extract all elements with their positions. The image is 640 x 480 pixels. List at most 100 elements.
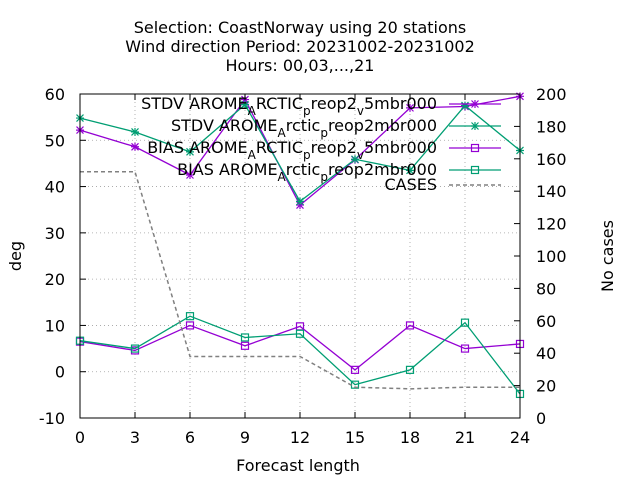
series-line xyxy=(79,324,521,371)
y2-tick-label: 40 xyxy=(536,344,556,363)
y-tick-label: 60 xyxy=(45,85,65,104)
legend-marker xyxy=(470,165,480,175)
legend-label-text: RCTIC xyxy=(256,94,303,113)
x-tick-label: 9 xyxy=(240,428,250,447)
data-point xyxy=(131,127,139,136)
series-3 xyxy=(75,312,525,399)
legend-label-base: STDV AROME xyxy=(141,94,248,113)
legend-label-text: rctic xyxy=(286,160,321,179)
legend-entry-0: STDV AROMEARCTICpreop2v5mbr000 xyxy=(141,94,501,118)
legend-label-text: 5mbr000 xyxy=(364,138,437,157)
legend-label-base: BIAS AROME xyxy=(147,138,247,157)
legend-label-subscript: A xyxy=(278,170,287,184)
x-tick-label: 21 xyxy=(455,428,475,447)
legend-marker xyxy=(470,143,480,153)
legend-label: STDV AROMEARCTICpreop2v5mbr000 xyxy=(141,94,437,118)
ticks: 0 3 6 9 12 15 18 21 24 -10 0 10 20 30 40 50 60 0 20 40 60 80 1… xyxy=(39,85,567,447)
grid xyxy=(80,94,520,418)
legend-label-text: reop2mbr000 xyxy=(328,116,437,135)
y2-tick-label: 160 xyxy=(536,150,567,169)
x-tick-label: 15 xyxy=(345,428,365,447)
data-point xyxy=(405,365,415,374)
data-point xyxy=(350,365,360,374)
y2-tick-label: 20 xyxy=(536,377,556,396)
data-point xyxy=(296,197,304,206)
legend-entry-4: CASES xyxy=(384,175,501,194)
data-point xyxy=(295,329,305,338)
legend-label: CASES xyxy=(384,175,437,194)
data-point xyxy=(240,341,250,350)
legend-label-text: 5mbr000 xyxy=(364,94,437,113)
legend-entry-1: STDV AROMEArcticpreop2mbr000 xyxy=(171,116,501,140)
legend-label-base: BIAS AROME xyxy=(177,160,277,179)
y2-tick-label: 60 xyxy=(536,312,556,331)
y2-tick-label: 80 xyxy=(536,279,556,298)
legend-label: STDV AROMEArcticpreop2mbr000 xyxy=(171,116,437,140)
legend-label-text: reop2mbr000 xyxy=(328,160,437,179)
x-tick-label: 0 xyxy=(75,428,85,447)
series-4 xyxy=(80,171,520,390)
y-tick-label: -10 xyxy=(39,409,65,428)
y2-tick-label: 180 xyxy=(536,117,567,136)
y-tick-label: 40 xyxy=(45,178,65,197)
y-tick-label: 0 xyxy=(55,363,65,382)
data-point xyxy=(185,312,195,321)
legend-label-text: reop2 xyxy=(311,94,357,113)
y2-tick-label: 120 xyxy=(536,215,567,234)
y2-tick-label: 140 xyxy=(536,182,567,201)
legend-entry-2: BIAS AROMEARCTICpreop2v5mbr000 xyxy=(147,138,501,162)
data-point xyxy=(461,101,469,110)
legend-label-text: RCTIC xyxy=(256,138,303,157)
series-line xyxy=(80,171,520,390)
y-tick-label: 50 xyxy=(45,131,65,150)
x-tick-label: 18 xyxy=(400,428,420,447)
legend-label-base: CASES xyxy=(384,175,437,194)
legend-label-subscript: A xyxy=(248,104,257,118)
series-layer xyxy=(75,92,525,399)
legend-label-text: rctic xyxy=(286,116,321,135)
legend-label: BIAS AROMEArcticpreop2mbr000 xyxy=(177,160,437,184)
data-point xyxy=(185,321,195,330)
y-axis-label: deg xyxy=(6,241,25,271)
legend-marker xyxy=(471,100,479,108)
x-tick-label: 12 xyxy=(290,428,310,447)
title-line-1: Selection: CoastNorway using 20 stations xyxy=(134,18,467,37)
legend-label: BIAS AROMEARCTICpreop2v5mbr000 xyxy=(147,138,437,162)
y2-tick-label: 0 xyxy=(536,409,546,428)
data-point xyxy=(406,166,414,175)
data-point xyxy=(186,171,194,179)
data-point xyxy=(406,103,414,112)
x-axis-label: Forecast length xyxy=(236,456,360,475)
y2-axis-label: No cases xyxy=(598,220,617,292)
y2-tick-label: 200 xyxy=(536,85,567,104)
legend-label-subscript: A xyxy=(248,148,257,162)
title-line-3: Hours: 00,03,...,21 xyxy=(226,56,375,75)
legend-label-text: reop2 xyxy=(311,138,357,157)
x-tick-label: 6 xyxy=(185,428,195,447)
legend-marker xyxy=(471,122,479,130)
legend-label-base: STDV AROME xyxy=(171,116,278,135)
data-point xyxy=(240,333,250,342)
y-tick-label: 10 xyxy=(45,316,65,335)
legend-label-subscript: p xyxy=(303,104,311,118)
data-point xyxy=(131,142,139,151)
legend-entry-3: BIAS AROMEArcticpreop2mbr000 xyxy=(177,160,501,184)
title-line-2: Wind direction Period: 20231002-20231002 xyxy=(125,37,475,56)
data-point xyxy=(186,147,194,156)
x-tick-label: 3 xyxy=(130,428,140,447)
legend-label-subscript: v xyxy=(357,104,364,118)
y-tick-label: 30 xyxy=(45,224,65,243)
data-point xyxy=(405,321,415,330)
legend-label-subscript: p xyxy=(320,170,328,184)
legend-label-subscript: A xyxy=(278,126,287,140)
legend-label-subscript: p xyxy=(320,126,328,140)
data-point xyxy=(460,344,470,353)
data-point xyxy=(241,100,249,109)
chart-title: Selection: CoastNorway using 20 stations… xyxy=(125,18,475,75)
x-tick-label: 24 xyxy=(510,428,530,447)
legend-label-subscript: v xyxy=(357,148,364,162)
series-line xyxy=(79,315,521,395)
data-point xyxy=(460,318,470,327)
